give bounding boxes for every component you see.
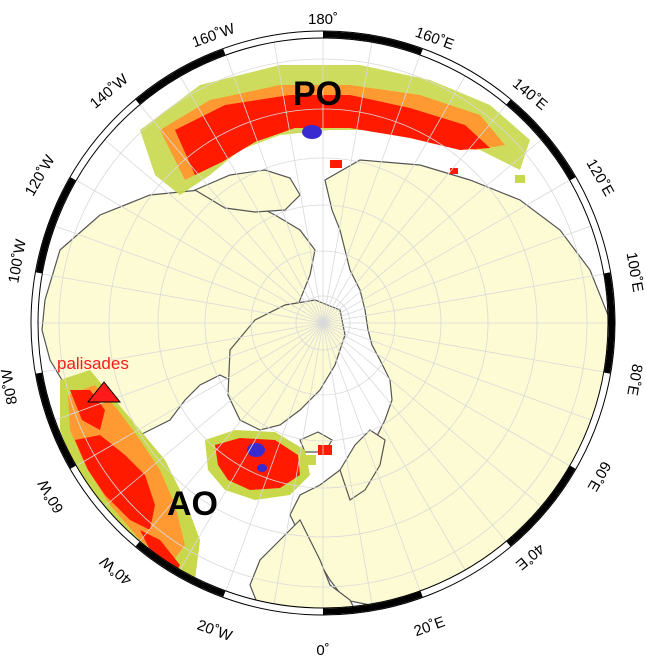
station-marker-triangle [86,381,122,403]
frame-band-segment [604,272,615,374]
lon-label-100e: 100˚E [623,251,646,293]
density-ao-peak-2 [257,464,267,472]
lon-label-140w: 140˚W [87,70,132,112]
lon-label-40w: 40˚W [96,552,135,589]
land-scandinavia [339,429,386,501]
density-ao-central-high [215,438,300,490]
lon-label-40e: 40˚E [512,540,547,573]
frame-band-segment [135,49,226,105]
frame-band-segment [135,541,226,597]
frame-band-segment [35,177,76,274]
lon-label-120e: 120˚E [583,156,618,199]
region-label-ao: AO [167,485,218,523]
density-speck [318,445,332,455]
frame-band-segment [322,591,423,615]
map-border-outer [30,30,616,616]
lon-label-180: 180˚ [308,11,338,28]
map-frame-band [35,31,615,615]
density-field [60,65,530,580]
lon-label-20w: 20˚W [195,617,235,646]
lon-label-120w: 120˚W [22,152,59,199]
frame-band-segment [322,31,423,55]
density-speck [330,160,342,168]
density-po-high [175,95,490,175]
map-border-inner [37,37,609,609]
density-speck [515,175,525,183]
frame-band-segment [506,465,576,547]
lon-label-20e: 20˚E [412,613,448,640]
frame-band-segment [35,372,76,469]
land-masses [41,159,608,608]
lon-label-160w: 160˚W [190,20,238,51]
density-speck [300,455,316,465]
density-ao-high [75,435,155,530]
lon-label-60e: 60˚E [584,458,615,494]
frame-band-segment [506,99,576,181]
region-label-po: PO [293,75,342,113]
lon-label-100w: 100˚W [5,237,30,284]
lon-label-0: 0˚ [316,642,329,659]
lon-label-80e: 80˚E [623,363,645,397]
lon-label-60w: 60˚W [34,476,67,516]
density-po-peak [302,125,322,139]
graticule [38,38,608,608]
lon-label-80w: 80˚W [0,367,21,406]
station-label: palisades [57,354,129,373]
land-europe [249,518,361,608]
density-speck [450,168,458,174]
